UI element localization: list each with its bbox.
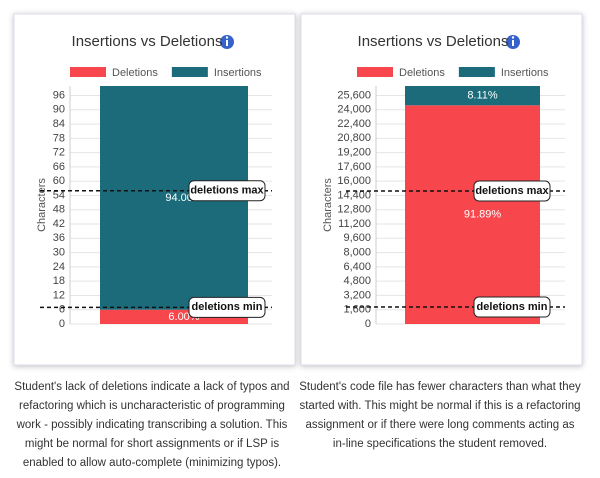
y-tick-label: 17,600 [337, 161, 371, 173]
y-tick-label: 18 [53, 275, 65, 287]
reference-label-box [188, 296, 266, 318]
legend-label: Deletions [399, 67, 445, 79]
y-tick-label: 1,600 [343, 304, 371, 316]
y-tick-label: 8,000 [343, 246, 371, 258]
y-tick-label: 19,200 [337, 147, 371, 159]
legend-label: Deletions [112, 67, 158, 79]
y-tick-label: 25,600 [337, 89, 371, 101]
bar-segment [405, 105, 540, 324]
y-tick-label: 9,600 [343, 232, 371, 244]
y-tick-label: 84 [53, 118, 65, 130]
bar-segment [405, 86, 540, 106]
legend-swatch [458, 67, 495, 77]
y-tick-label: 42 [53, 218, 65, 230]
y-tick-label: 4,800 [343, 275, 371, 287]
y-tick-label: 36 [53, 232, 65, 244]
y-tick-label: 6,400 [343, 261, 371, 273]
y-tick-label: 0 [365, 318, 371, 330]
y-tick-label: 90 [53, 104, 65, 116]
chart-title: Insertions vs Deletions [358, 33, 509, 50]
y-axis-title: Characters [36, 178, 48, 232]
y-tick-label: 96 [53, 89, 65, 101]
legend-swatch [70, 67, 106, 77]
y-axis-title: Characters [322, 178, 334, 232]
description: Student's lack of deletions indicate a l… [14, 381, 290, 469]
reference-label: deletions max [190, 185, 264, 197]
y-tick-label: 66 [53, 161, 65, 173]
y-tick-label: 24 [53, 261, 65, 273]
y-tick-label: 6 [59, 304, 65, 316]
y-tick-label: 14,400 [337, 189, 371, 201]
y-tick-label: 11,200 [338, 218, 371, 230]
legend-swatch [357, 67, 393, 77]
y-tick-label: 24,000 [337, 104, 371, 116]
legend-label: Insertions [214, 67, 262, 79]
y-tick-label: 48 [53, 204, 65, 216]
y-tick-label: 3,200 [343, 289, 371, 301]
chart-title: Insertions vs Deletions [72, 33, 223, 50]
reference-label: deletions min [477, 301, 548, 313]
y-tick-label: 16,000 [337, 175, 371, 187]
y-tick-label: 20,800 [337, 132, 371, 144]
y-tick-label: 30 [53, 247, 65, 259]
y-tick-label: 54 [53, 189, 65, 201]
info-icon[interactable] [506, 35, 520, 49]
y-tick-label: 60 [53, 175, 65, 187]
reference-label-box [473, 296, 551, 318]
y-tick-label: 72 [53, 147, 65, 159]
y-tick-label: 78 [53, 132, 65, 144]
y-tick-label: 12,800 [337, 204, 371, 216]
bar-label: 91.89% [464, 209, 502, 221]
y-tick-label: 0 [59, 318, 65, 330]
legend-swatch [171, 67, 208, 77]
reference-label-box [188, 180, 266, 202]
y-tick-label: 12 [53, 289, 65, 301]
reference-label-box [473, 180, 551, 202]
bar-label: 8.11% [467, 90, 498, 102]
description: Student's code file has fewer characters… [299, 381, 581, 450]
reference-label: deletions min [192, 301, 263, 313]
info-icon[interactable] [220, 35, 234, 49]
y-tick-label: 22,400 [337, 118, 371, 130]
legend-label: Insertions [501, 67, 549, 79]
reference-label: deletions max [475, 185, 549, 197]
